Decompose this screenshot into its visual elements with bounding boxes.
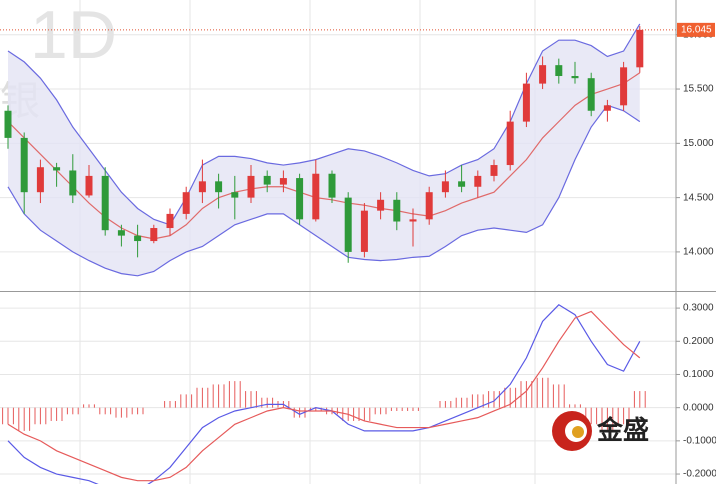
candle-body	[587, 78, 595, 111]
candle-body	[182, 192, 190, 214]
candle-body	[198, 181, 206, 193]
candle-body	[409, 219, 417, 222]
candle-body	[603, 105, 611, 111]
candle-body	[69, 170, 77, 196]
middle-band	[7, 72, 641, 240]
candle-body	[522, 83, 530, 122]
y-tick-label: 15.500	[683, 84, 714, 95]
y-tick-label: 0.2000	[683, 336, 714, 347]
candle-body	[53, 167, 61, 171]
candle-body	[328, 173, 336, 198]
period-watermark: 1D	[30, 0, 117, 73]
candle-body	[150, 228, 158, 242]
candle-body	[360, 210, 368, 252]
candle-body	[312, 173, 320, 220]
candle-body	[85, 175, 93, 196]
candle-body	[263, 175, 271, 185]
candle-body	[117, 230, 125, 236]
candle-body	[441, 181, 449, 193]
candle-body	[377, 199, 385, 211]
brand-text: 金盛	[596, 415, 649, 445]
candle-body	[134, 235, 142, 242]
candle-body	[344, 197, 352, 252]
candle-body	[4, 110, 12, 138]
y-tick-label: 14.500	[683, 192, 714, 203]
candle-body	[20, 137, 28, 193]
candle-body	[571, 76, 579, 79]
logo-dot	[572, 426, 584, 438]
macd-dea	[7, 310, 641, 482]
candle-body	[296, 178, 304, 220]
candle-body	[555, 65, 563, 77]
candle-body	[166, 213, 174, 229]
candle-body	[636, 29, 644, 68]
candle-body	[231, 192, 239, 198]
candle-body	[215, 181, 223, 193]
upper-band	[7, 23, 641, 226]
candle-body	[101, 175, 109, 231]
candle-body	[474, 175, 482, 187]
macd-dif	[7, 304, 641, 484]
price-panel	[0, 23, 676, 277]
candle-body	[279, 178, 287, 185]
y-tick-label: 0.3000	[683, 303, 714, 314]
candle-body	[620, 67, 628, 106]
lower-band	[7, 104, 641, 277]
candle-body	[36, 167, 44, 193]
candle-body	[425, 192, 433, 220]
y-tick-label: 0.1000	[683, 369, 714, 380]
candle-body	[490, 165, 498, 176]
candle-body	[539, 65, 547, 84]
last-price-tag	[677, 22, 715, 37]
y-tick-label: 15.000	[683, 138, 714, 149]
brand-logo: 金盛	[552, 411, 649, 451]
last-price-label: 16.045	[681, 25, 712, 36]
y-tick-label: 0.0000	[683, 402, 714, 413]
band-area	[8, 23, 640, 276]
y-tick-label: 14.000	[683, 247, 714, 258]
candle-body	[458, 181, 466, 187]
y-tick-label: -0.2000	[683, 469, 716, 480]
y-tick-label: -0.1000	[683, 435, 716, 446]
candle-body	[247, 175, 255, 198]
candle-body	[506, 121, 514, 166]
macd-panel	[2, 304, 646, 484]
candle-body	[393, 199, 401, 222]
